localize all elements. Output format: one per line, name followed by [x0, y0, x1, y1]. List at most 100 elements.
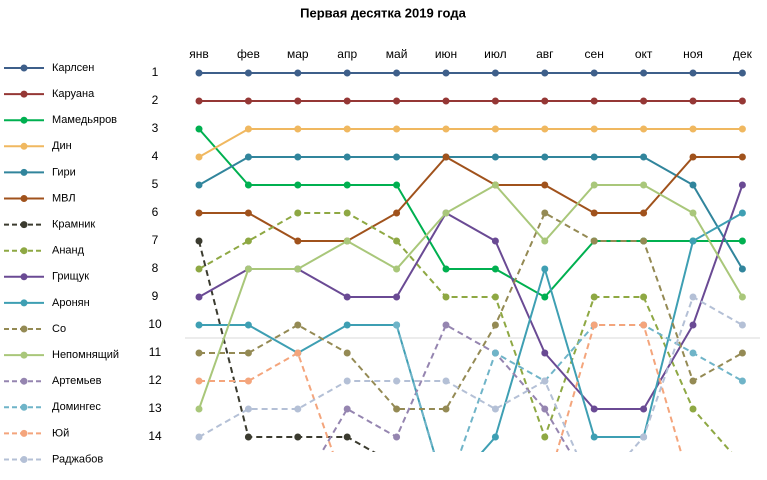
legend-marker	[20, 273, 28, 281]
point	[343, 209, 351, 217]
point	[244, 433, 252, 441]
point	[541, 405, 549, 413]
legend-marker	[20, 168, 28, 176]
point	[640, 97, 648, 105]
point	[294, 153, 302, 161]
x-tick-label: ноя	[683, 47, 703, 61]
series-line	[199, 155, 743, 242]
point	[590, 97, 598, 105]
point	[442, 153, 450, 161]
point	[343, 433, 351, 441]
series-line	[198, 183, 744, 410]
point	[689, 405, 697, 413]
point	[689, 321, 697, 329]
point	[195, 265, 203, 273]
point	[294, 405, 302, 413]
point	[195, 209, 203, 217]
y-tick-label: 2	[152, 93, 159, 107]
point	[343, 349, 351, 357]
point	[442, 321, 450, 329]
legend-label: Грищук	[52, 271, 89, 283]
point	[738, 237, 746, 245]
point	[343, 237, 351, 245]
x-tick-label: дек	[733, 47, 753, 61]
point	[689, 181, 697, 189]
point	[393, 462, 400, 469]
point	[738, 69, 746, 77]
point	[640, 321, 648, 329]
legend-label: Мамедьяров	[52, 114, 117, 126]
point	[640, 153, 648, 161]
series-line	[395, 324, 743, 452]
point	[343, 181, 351, 189]
point	[393, 433, 401, 441]
point	[541, 433, 549, 441]
y-tick-label: 12	[148, 373, 162, 387]
point	[738, 377, 746, 385]
legend-marker	[20, 64, 28, 72]
legend-label: Артемьев	[52, 375, 102, 387]
point	[195, 405, 203, 413]
plot	[195, 69, 746, 469]
point	[343, 125, 351, 133]
point	[541, 69, 549, 77]
legend-marker	[20, 325, 28, 333]
series-line	[198, 128, 743, 158]
point	[393, 265, 401, 273]
point	[541, 349, 549, 357]
point	[393, 209, 401, 217]
legend-label: Непомнящий	[52, 349, 119, 361]
point	[640, 237, 648, 245]
point	[343, 97, 351, 105]
point	[738, 153, 746, 161]
series-line	[198, 128, 743, 299]
point	[738, 265, 746, 273]
point	[640, 181, 648, 189]
point	[393, 377, 401, 385]
point	[590, 69, 598, 77]
point	[541, 377, 549, 385]
point	[689, 293, 697, 301]
point	[244, 265, 252, 273]
legend-label: Со	[52, 323, 66, 335]
y-tick-label: 7	[152, 233, 159, 247]
point	[442, 209, 450, 217]
point	[442, 293, 450, 301]
legend-marker	[20, 299, 28, 307]
legend-marker	[20, 221, 28, 229]
point	[195, 237, 203, 245]
point	[244, 377, 252, 385]
point	[343, 293, 351, 301]
point	[244, 97, 252, 105]
point	[739, 462, 746, 469]
x-tick-label: авг	[536, 47, 554, 61]
y-tick-label: 9	[152, 289, 159, 303]
x-tick-label: янв	[189, 47, 209, 61]
series-line	[320, 323, 572, 452]
y-tick-label: 10	[148, 317, 162, 331]
point	[640, 405, 648, 413]
point	[738, 321, 746, 329]
legend-label: Аронян	[52, 297, 90, 309]
point	[689, 377, 697, 385]
legend-marker	[20, 142, 28, 150]
point	[393, 293, 401, 301]
point	[640, 433, 648, 441]
point	[442, 405, 450, 413]
point	[195, 377, 203, 385]
point	[294, 181, 302, 189]
legend-label: Раджабов	[52, 453, 103, 465]
legend-label: Крамник	[52, 219, 95, 231]
point	[689, 209, 697, 217]
point	[195, 293, 203, 301]
point	[195, 321, 203, 329]
point	[689, 125, 697, 133]
point	[294, 125, 302, 133]
point	[442, 69, 450, 77]
point	[195, 97, 203, 105]
point	[689, 349, 697, 357]
point	[244, 181, 252, 189]
point	[689, 97, 697, 105]
legend-label: Дин	[52, 140, 72, 152]
